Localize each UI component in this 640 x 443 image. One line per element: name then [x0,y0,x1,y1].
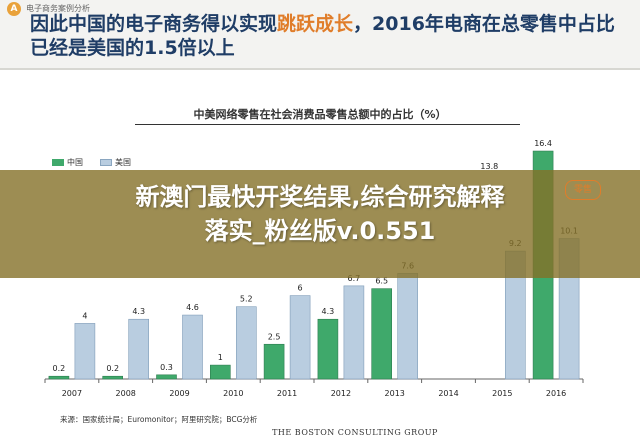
header-bar [0,0,640,68]
data-label-china-2011: 2.5 [268,332,281,341]
data-label-usa-2011: 6 [298,284,303,293]
data-label-china-2013: 6.5 [375,277,388,286]
overlay-line-2: 落实_粉丝版v.0.551 [204,217,436,245]
overlay-line-1: 新澳门最快开奖结果,综合研究解释 [135,183,505,211]
bar-usa-2007 [74,323,96,380]
legend-swatch-china [52,159,64,166]
x-tick-label-2012: 2012 [331,389,351,398]
data-label-china-2010: 1 [218,353,223,362]
source-tag: 电子商务案例分析 [26,4,90,13]
bcg-logo: THE BOSTON CONSULTING GROUP [272,428,438,437]
page-title: 因此中国的电子商务得以实现跳跃成长，2016年电商在总零售中占比已经是美国的1.… [30,12,630,60]
bar-usa-2013 [397,273,419,380]
bar-usa-2008 [128,318,149,380]
data-label-china-2009: 0.3 [160,363,173,372]
x-tick-label-2013: 2013 [385,389,405,398]
x-tick-label-2011: 2011 [277,389,297,398]
data-label-extra-2015: 13.8 [480,162,498,171]
bar-china-2008 [102,375,123,380]
overlay-text: 新澳门最快开奖结果,综合研究解释 落实_粉丝版v.0.551 [0,180,640,248]
data-label-china-2008: 0.2 [106,364,119,373]
bar-usa-2009 [182,314,203,380]
bar-usa-2011 [289,295,311,380]
data-label-china-2012: 4.3 [322,307,335,316]
data-label-china-2016: 16.4 [534,139,552,148]
bar-china-2011 [263,343,285,380]
legend-item-china: 中国 [52,157,83,168]
bar-usa-2010 [236,306,257,380]
data-label-china-2007: 0.2 [53,364,66,373]
x-tick-label-2009: 2009 [169,389,189,398]
data-label-usa-2010: 5.2 [240,295,253,304]
legend-label-china: 中国 [67,158,83,167]
data-label-usa-2009: 4.6 [186,303,199,312]
headline-part1: 因此中国的电子商务得以实现 [30,13,278,35]
chart-title: 中美网络零售在社会消费品零售总额中的占比（%） [193,108,447,121]
legend-item-usa: 美国 [100,157,131,168]
chart-title-underline [135,124,520,125]
headline-part2: ，2016年电商在总零售中占比已经是美国的1.5倍以上 [30,13,615,59]
bar-china-2009 [156,374,177,380]
legend-swatch-usa [100,159,112,166]
bar-china-2012 [317,318,339,380]
overlay-banner [0,170,640,278]
x-tick-label-2014: 2014 [438,389,458,398]
bar-china-2013 [371,288,393,380]
x-tick-label-2010: 2010 [223,389,243,398]
bar-china-2007 [48,375,70,380]
header-divider [0,68,640,70]
source-footnote: 来源：国家统计局；Euromonitor；阿里研究院；BCG分析 [60,415,258,424]
x-tick-label-2015: 2015 [492,389,512,398]
data-label-usa-2012: 6.7 [348,274,361,283]
data-label-usa-2007: 4 [82,311,87,320]
data-label-usa-2008: 4.3 [132,307,145,316]
x-tick-label-2008: 2008 [116,389,136,398]
headline-highlight: 跳跃成长 [277,13,354,35]
bar-usa-2012 [343,285,365,380]
x-tick-label-2007: 2007 [62,389,82,398]
legend-label-usa: 美国 [115,158,131,167]
bar-china-2010 [210,364,231,380]
x-tick-label-2016: 2016 [546,389,566,398]
partial-stamp-label: 零售 [565,180,601,200]
section-logo: A [7,2,21,16]
